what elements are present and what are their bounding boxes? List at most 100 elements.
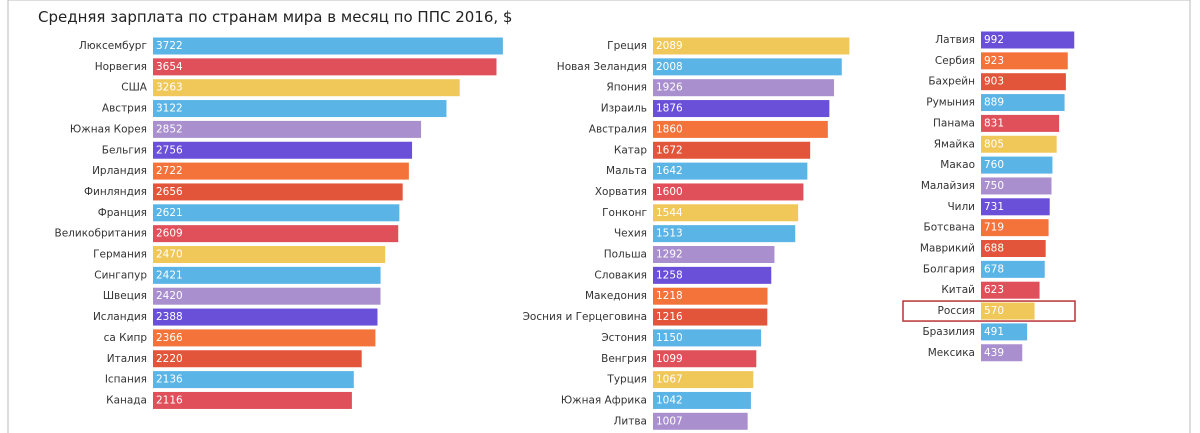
- category-label: Китай: [941, 284, 975, 296]
- category-label: Люксембург: [79, 40, 147, 52]
- category-label: Франция: [98, 207, 147, 219]
- bar: [153, 58, 497, 76]
- value-label: 1042: [656, 394, 683, 406]
- bar: [653, 204, 799, 222]
- category-label: Панама: [933, 117, 975, 129]
- bar: [153, 371, 354, 389]
- value-label: 2609: [156, 228, 183, 240]
- bar: [653, 79, 835, 97]
- value-label: 1292: [656, 249, 683, 261]
- category-label: Литва: [614, 415, 647, 427]
- value-label: 3654: [156, 61, 183, 73]
- category-label: Австрия: [102, 103, 147, 115]
- value-label: 2220: [156, 353, 183, 365]
- bar: [981, 114, 1060, 132]
- bar: [653, 329, 762, 347]
- bar: [153, 183, 403, 201]
- bar: [981, 94, 1065, 112]
- category-label: Катар: [614, 144, 647, 156]
- value-label: 1067: [656, 374, 683, 386]
- category-label: Исландия: [93, 311, 147, 323]
- category-label: Канада: [106, 394, 147, 406]
- bar: [153, 266, 381, 284]
- value-label: 1218: [656, 290, 683, 302]
- category-label: са Кипр: [104, 332, 148, 344]
- bar: [653, 350, 757, 368]
- chart-title: Средняя зарплата по странам мира в месяц…: [38, 8, 512, 26]
- value-label: 889: [984, 97, 1004, 109]
- bar: [653, 183, 804, 201]
- category-label: Гонконг: [602, 207, 647, 219]
- value-label: 1642: [656, 165, 683, 177]
- bar: [153, 287, 381, 305]
- category-label: Россия: [938, 305, 975, 317]
- category-label: Австралия: [589, 123, 647, 135]
- bar: [981, 135, 1057, 153]
- category-label: Мальта: [606, 165, 647, 177]
- category-label: США: [121, 82, 148, 94]
- category-label: Іспания: [105, 374, 147, 386]
- category-label: Латвия: [935, 34, 975, 46]
- value-label: 3122: [156, 103, 183, 115]
- bar: [653, 266, 772, 284]
- category-label: Япония: [606, 82, 647, 94]
- category-label: Греция: [607, 40, 647, 52]
- category-label: Бахрейн: [928, 76, 975, 88]
- value-label: 570: [984, 305, 1004, 317]
- bar: [653, 308, 768, 326]
- category-label: Ботсвана: [924, 222, 975, 234]
- category-label: Ирландия: [92, 165, 147, 177]
- value-label: 2421: [156, 269, 183, 281]
- value-label: 1672: [656, 144, 683, 156]
- value-label: 2388: [156, 311, 183, 323]
- bar: [981, 156, 1053, 174]
- bar: [981, 219, 1049, 237]
- value-label: 2656: [156, 186, 183, 198]
- value-label: 750: [984, 180, 1004, 192]
- value-label: 1258: [656, 269, 683, 281]
- value-label: 1860: [656, 123, 683, 135]
- category-label: Болгария: [923, 263, 975, 275]
- value-label: 2089: [656, 40, 683, 52]
- category-label: Эстония: [601, 332, 647, 344]
- bar: [981, 323, 1028, 341]
- category-label: Сербия: [935, 55, 975, 67]
- value-label: 2116: [156, 394, 183, 406]
- value-label: 3722: [156, 40, 183, 52]
- bar: [153, 225, 399, 243]
- value-label: 1926: [656, 82, 683, 94]
- category-label: Израиль: [601, 103, 647, 115]
- category-label: Ямайка: [934, 138, 975, 150]
- bar: [653, 371, 754, 389]
- value-label: 439: [984, 347, 1004, 359]
- category-label: Южная Африка: [561, 394, 647, 406]
- bar: [653, 391, 751, 409]
- value-label: 2621: [156, 207, 183, 219]
- value-label: 1099: [656, 353, 683, 365]
- category-label: Финляндия: [84, 186, 147, 198]
- value-label: 2722: [156, 165, 183, 177]
- bar: [153, 246, 386, 263]
- frame: [7, 0, 1191, 433]
- value-label: 992: [984, 34, 1004, 46]
- category-label: Норвегия: [95, 61, 147, 73]
- bar: [653, 246, 775, 263]
- value-label: 2756: [156, 144, 183, 156]
- value-label: 831: [984, 117, 1004, 129]
- bar: [981, 31, 1075, 49]
- value-label: 903: [984, 76, 1004, 88]
- bar: [153, 37, 503, 55]
- category-label: Чили: [947, 201, 975, 213]
- bar: [153, 141, 413, 159]
- bar: [653, 141, 811, 159]
- category-label: Южная Корея: [70, 123, 147, 135]
- value-label: 2470: [156, 249, 183, 261]
- bar: [981, 302, 1035, 320]
- value-label: 1216: [656, 311, 683, 323]
- bar: [653, 412, 748, 430]
- bar: [153, 329, 376, 347]
- value-label: 1513: [656, 228, 683, 240]
- category-label: Сингапур: [94, 269, 147, 281]
- value-label: 2366: [156, 332, 183, 344]
- category-label: Турция: [606, 374, 647, 386]
